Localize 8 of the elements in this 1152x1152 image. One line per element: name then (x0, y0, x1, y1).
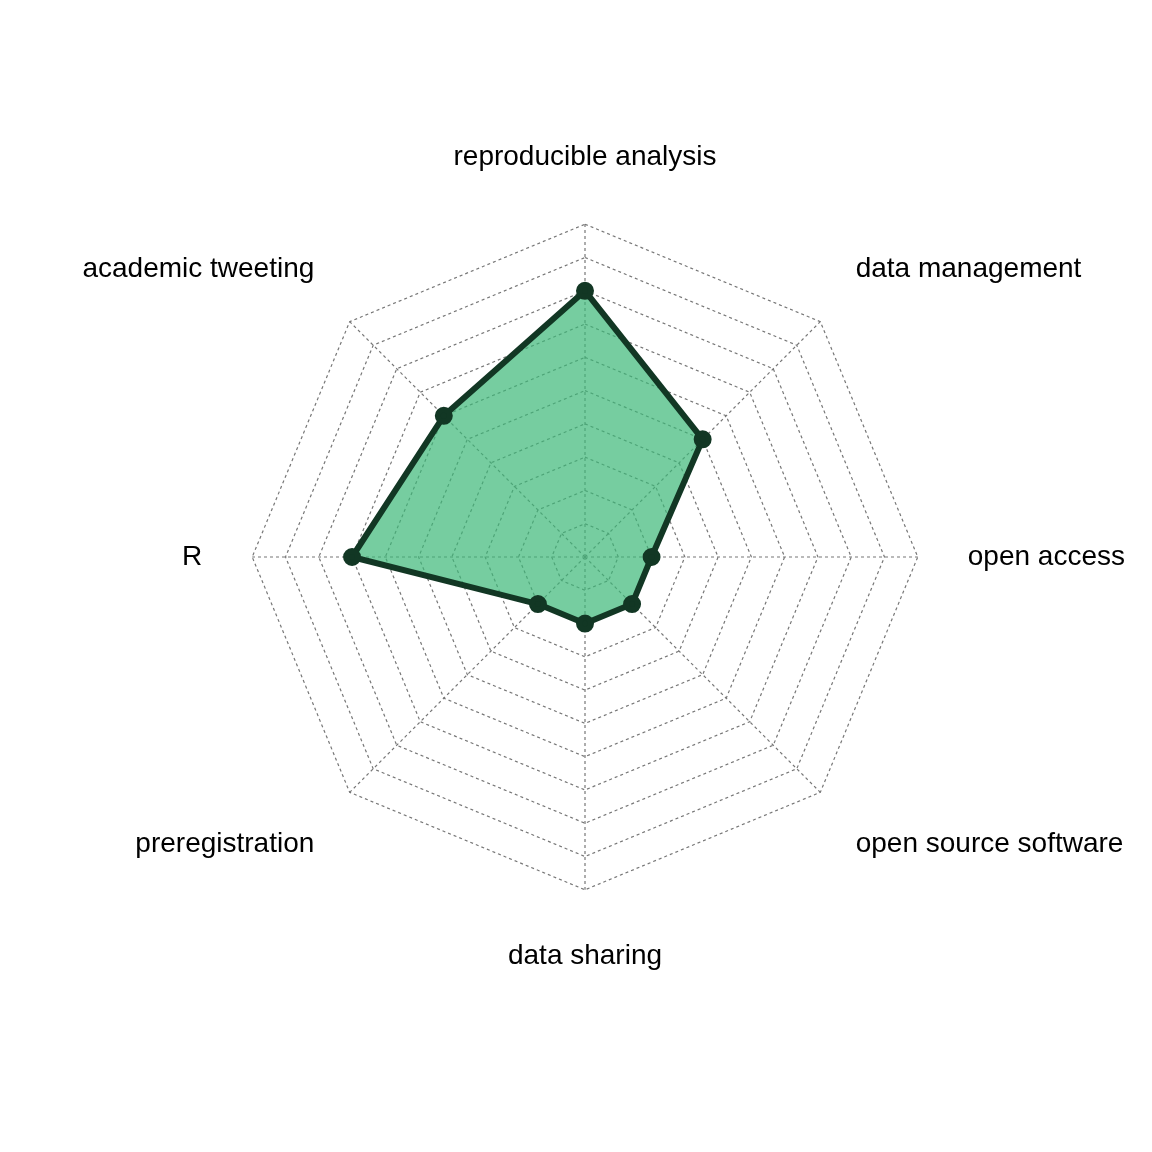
spoke-label: data management (855, 252, 1082, 284)
spoke-label: open access (967, 539, 1126, 571)
spoke-label: data sharing (507, 939, 663, 971)
spoke-label: open source software (855, 827, 1124, 859)
spoke-label: reproducible analysis (453, 140, 717, 172)
spoke-label: preregistration (135, 827, 315, 859)
spoke-label: academic tweeting (82, 252, 315, 284)
spoke-label: R (181, 539, 203, 571)
